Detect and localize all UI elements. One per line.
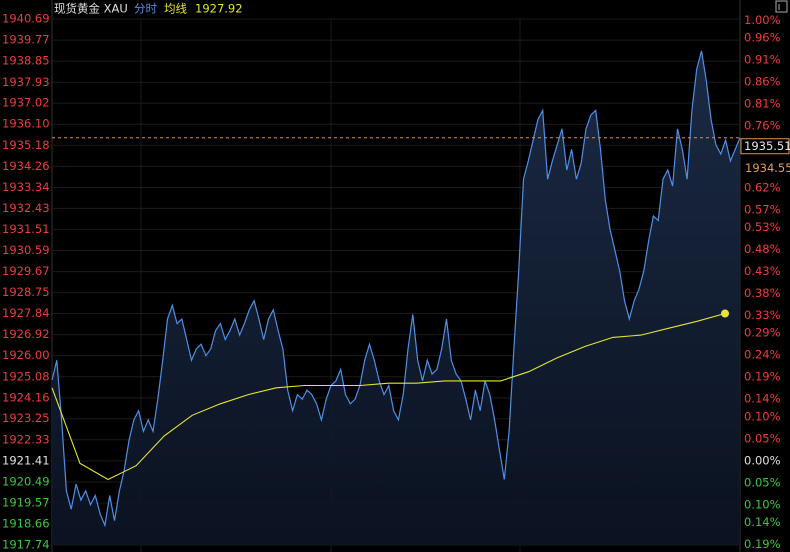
y-tick-label: 1930.59	[2, 243, 50, 257]
y-tick-label: 1938.85	[2, 54, 50, 68]
y-tick-label: 1928.75	[2, 285, 50, 299]
y2-tick-label: 0.10%	[744, 409, 781, 423]
y-tick-label: 1925.08	[2, 369, 50, 383]
reference-price-tag-box	[741, 160, 790, 177]
y2-tick-label: 0.05%	[744, 431, 781, 445]
y2-tick-label: 0.81%	[744, 97, 781, 111]
price-area	[52, 50, 740, 546]
y-tick-label: 1923.25	[2, 411, 50, 425]
y-tick-label: 1937.02	[2, 96, 50, 110]
y2-tick-label: 0.38%	[744, 286, 781, 300]
average-line	[51, 312, 726, 481]
y-tick-label: 1926.00	[2, 348, 50, 362]
y-tick-label: 1929.67	[2, 264, 50, 278]
ma-value: 1927.92	[195, 2, 243, 16]
y2-tick-label: 0.53%	[744, 220, 781, 234]
y2-tick-label: 0.91%	[744, 53, 781, 67]
y2-tick-label: 0.43%	[744, 264, 781, 278]
y2-tick-label: 0.76%	[744, 119, 781, 133]
y2-tick-label: 0.14%	[744, 515, 781, 529]
y2-tick-label: 0.19%	[744, 370, 781, 384]
y-tick-label: 1939.77	[2, 33, 50, 47]
reference-price-tag: 1934.55	[745, 161, 790, 175]
y-tick-label: 1924.16	[2, 390, 50, 404]
y-tick-label: 1917.74	[2, 538, 50, 552]
y2-tick-label: 0.24%	[744, 348, 781, 362]
y2-tick-label: 0.29%	[744, 326, 781, 340]
y-tick-label: 1919.57	[2, 496, 50, 510]
current-price-tag: 1935.51	[744, 139, 790, 153]
legend-entry: 均线	[164, 2, 187, 16]
y-tick-label: 1940.69	[2, 12, 50, 26]
y2-tick-label: 0.48%	[744, 242, 781, 256]
y-tick-label: 1933.34	[2, 180, 50, 194]
y2-tick-label: 0.86%	[744, 75, 781, 89]
y-tick-label: 1932.43	[2, 201, 50, 215]
y2-tick-label: 0.96%	[744, 31, 781, 45]
y2-tick-label: 0.10%	[744, 497, 781, 511]
legend-entry: 分时	[134, 2, 157, 16]
y-tick-label: 1921.41	[2, 453, 50, 467]
y-tick-label: 1937.93	[2, 75, 50, 89]
panel-icon[interactable]	[775, 0, 788, 13]
y-tick-label: 1918.66	[2, 516, 50, 530]
current-price-tag-box	[740, 138, 790, 155]
y-tick-label: 1931.51	[2, 222, 50, 236]
y2-tick-label: 0.57%	[744, 202, 781, 216]
price-line	[51, 50, 741, 528]
y-tick-label: 1920.49	[2, 474, 50, 488]
y-tick-label: 1934.26	[2, 159, 50, 173]
chart-title: 现货黄金 XAU	[54, 2, 128, 16]
y2-tick-label: 0.33%	[744, 308, 781, 322]
y2-tick-label: 0.00%	[744, 453, 781, 467]
y-tick-label: 1935.18	[2, 138, 50, 152]
y-tick-label: 1927.84	[2, 306, 50, 320]
average-end-dot	[721, 309, 729, 318]
y2-tick-label: 0.05%	[744, 475, 781, 489]
y2-tick-label: 0.14%	[744, 392, 781, 406]
y-tick-label: 1926.92	[2, 327, 50, 341]
y-tick-label: 1936.10	[2, 117, 50, 131]
y2-tick-label: 1.00%	[744, 13, 781, 27]
y2-tick-label: 0.19%	[744, 537, 781, 551]
y-tick-label: 1922.33	[2, 432, 50, 446]
y2-tick-label: 0.62%	[744, 180, 781, 194]
